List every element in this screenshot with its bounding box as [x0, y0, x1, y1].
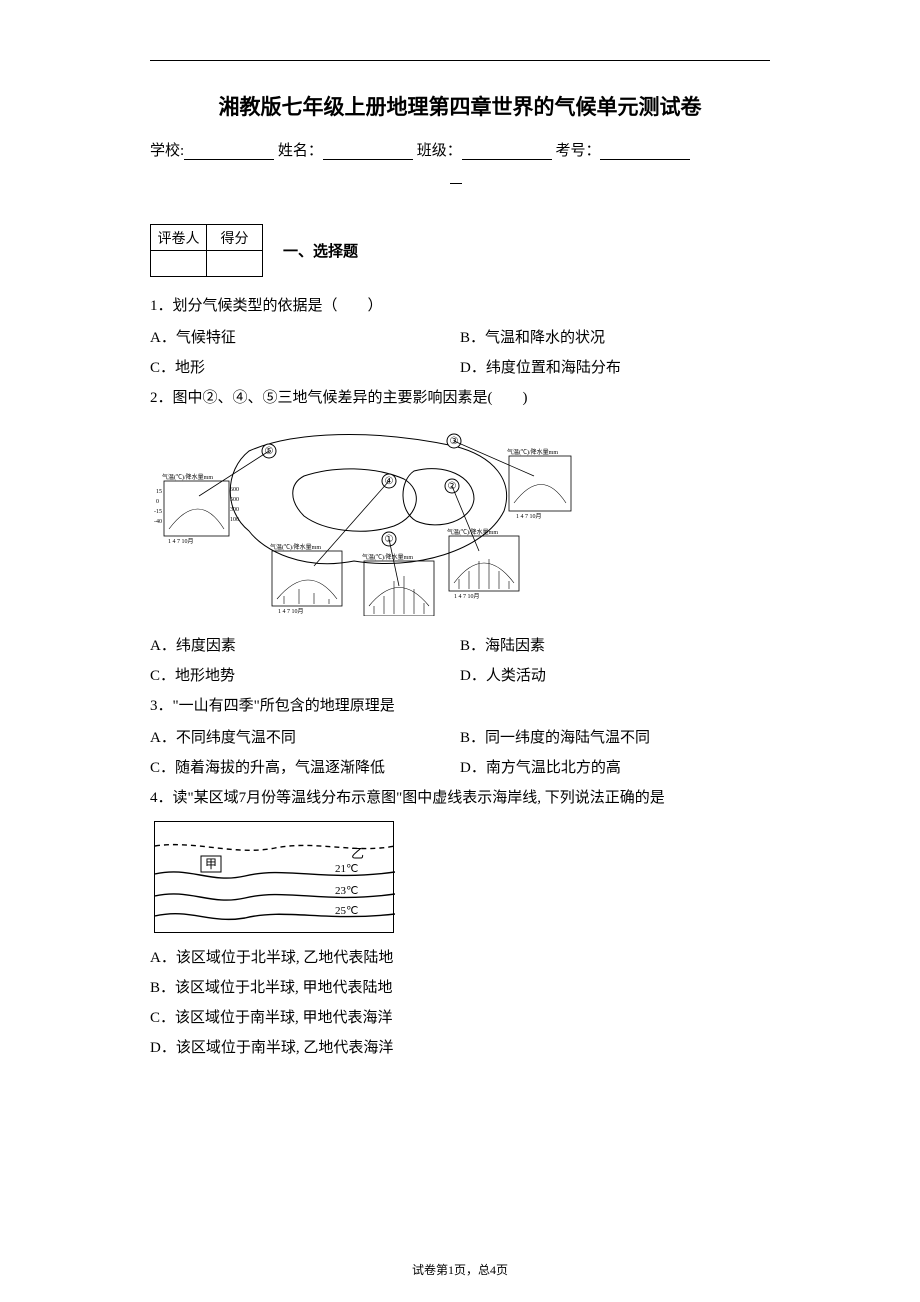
q1-A[interactable]: A．气候特征 — [150, 323, 460, 353]
svg-text:气温(℃)/降水量mm: 气温(℃)/降水量mm — [507, 448, 558, 456]
score-cell[interactable] — [207, 251, 263, 277]
q2-D[interactable]: D．人类活动 — [460, 661, 770, 691]
q1-C[interactable]: C．地形 — [150, 353, 460, 383]
class-blank[interactable] — [462, 142, 552, 160]
examno-blank[interactable] — [600, 142, 690, 160]
q4-stem: 4．读"某区域7月份等温线分布示意图"图中虚线表示海岸线, 下列说法正确的是 — [150, 783, 770, 813]
q1-B[interactable]: B．气温和降水的状况 — [460, 323, 770, 353]
svg-text:21℃: 21℃ — [335, 863, 358, 875]
q1-D[interactable]: D．纬度位置和海陆分布 — [460, 353, 770, 383]
svg-text:23℃: 23℃ — [335, 885, 358, 897]
grader-cell[interactable] — [151, 251, 207, 277]
svg-text:1 4 7 10月: 1 4 7 10月 — [516, 513, 542, 520]
svg-text:气温(℃)/降水量mm: 气温(℃)/降水量mm — [162, 473, 213, 481]
q2-C[interactable]: C．地形地势 — [150, 661, 460, 691]
q4-figure: 甲 乙 21℃ 23℃ 25℃ — [150, 821, 770, 933]
svg-text:气温(℃)/降水量mm: 气温(℃)/降水量mm — [362, 553, 413, 561]
student-info-line: 学校: 姓名： 班级： 考号： — [150, 139, 770, 160]
svg-text:-40: -40 — [154, 519, 162, 525]
svg-text:气温(℃)/降水量mm: 气温(℃)/降水量mm — [270, 543, 321, 551]
q4-D[interactable]: D．该区域位于南半球, 乙地代表海洋 — [150, 1033, 770, 1063]
score-header: 得分 — [207, 225, 263, 251]
svg-text:0: 0 — [156, 499, 159, 505]
school-label: 学校: — [150, 143, 184, 159]
q2-A[interactable]: A．纬度因素 — [150, 631, 460, 661]
q3-A[interactable]: A．不同纬度气温不同 — [150, 723, 460, 753]
q4-isotherm-svg: 甲 乙 21℃ 23℃ 25℃ — [155, 822, 395, 934]
svg-text:1 4 7 10月: 1 4 7 10月 — [454, 593, 480, 600]
q2-map-svg: ⑤ ③ ④ ② ① — [154, 421, 574, 616]
grade-table: 评卷人 得分 — [150, 224, 263, 277]
q2-figure: ⑤ ③ ④ ② ① — [150, 421, 770, 621]
svg-text:甲: 甲 — [205, 857, 217, 871]
grader-header: 评卷人 — [151, 225, 207, 251]
svg-text:100: 100 — [230, 517, 239, 523]
q4-B[interactable]: B．该区域位于北半球, 甲地代表陆地 — [150, 973, 770, 1003]
svg-text:③: ③ — [450, 436, 459, 447]
q4-options: A．该区域位于北半球, 乙地代表陆地 B．该区域位于北半球, 甲地代表陆地 C．… — [150, 943, 770, 1063]
school-blank[interactable] — [184, 142, 274, 160]
q3-B[interactable]: B．同一纬度的海陆气温不同 — [460, 723, 770, 753]
class-label: 班级： — [417, 143, 462, 159]
exam-title: 湘教版七年级上册地理第四章世界的气候单元测试卷 — [150, 91, 770, 121]
q3-stem: 3．"一山有四季"所包含的地理原理是 — [150, 691, 770, 721]
svg-text:-15: -15 — [154, 509, 162, 515]
top-rule — [150, 60, 770, 61]
q3-C[interactable]: C．随着海拔的升高，气温逐渐降低 — [150, 753, 460, 783]
svg-text:1 4 7 10月: 1 4 7 10月 — [168, 538, 194, 545]
svg-text:乙: 乙 — [351, 846, 364, 861]
svg-text:气温(℃)/降水量mm: 气温(℃)/降水量mm — [447, 528, 498, 536]
name-blank[interactable] — [323, 142, 413, 160]
q1-stem: 1．划分气候类型的依据是（ ） — [150, 291, 770, 321]
name-label: 姓名： — [278, 143, 323, 159]
q2-stem: 2．图中②、④、⑤三地气候差异的主要影响因素是( ) — [150, 383, 770, 413]
svg-text:1 4 7 10月: 1 4 7 10月 — [278, 608, 304, 615]
q4-A[interactable]: A．该区域位于北半球, 乙地代表陆地 — [150, 943, 770, 973]
svg-text:500: 500 — [230, 497, 239, 503]
q2-B[interactable]: B．海陆因素 — [460, 631, 770, 661]
examno-label: 考号： — [555, 143, 600, 159]
q1-options: A．气候特征 B．气温和降水的状况 C．地形 D．纬度位置和海陆分布 — [150, 323, 770, 383]
q3-options: A．不同纬度气温不同 B．同一纬度的海陆气温不同 C．随着海拔的升高，气温逐渐降… — [150, 723, 770, 783]
q4-C[interactable]: C．该区域位于南半球, 甲地代表海洋 — [150, 1003, 770, 1033]
svg-text:600: 600 — [230, 487, 239, 493]
q2-options: A．纬度因素 B．海陆因素 C．地形地势 D．人类活动 — [150, 631, 770, 691]
svg-text:15: 15 — [156, 489, 162, 495]
q3-D[interactable]: D．南方气温比北方的高 — [460, 753, 770, 783]
section-1-label: 一、选择题 — [283, 240, 358, 261]
svg-text:300: 300 — [230, 507, 239, 513]
svg-text:⑤: ⑤ — [265, 446, 274, 457]
svg-text:25℃: 25℃ — [335, 905, 358, 917]
trailing-underline — [150, 166, 770, 184]
page-footer: 试卷第1页，总4页 — [150, 1261, 770, 1278]
